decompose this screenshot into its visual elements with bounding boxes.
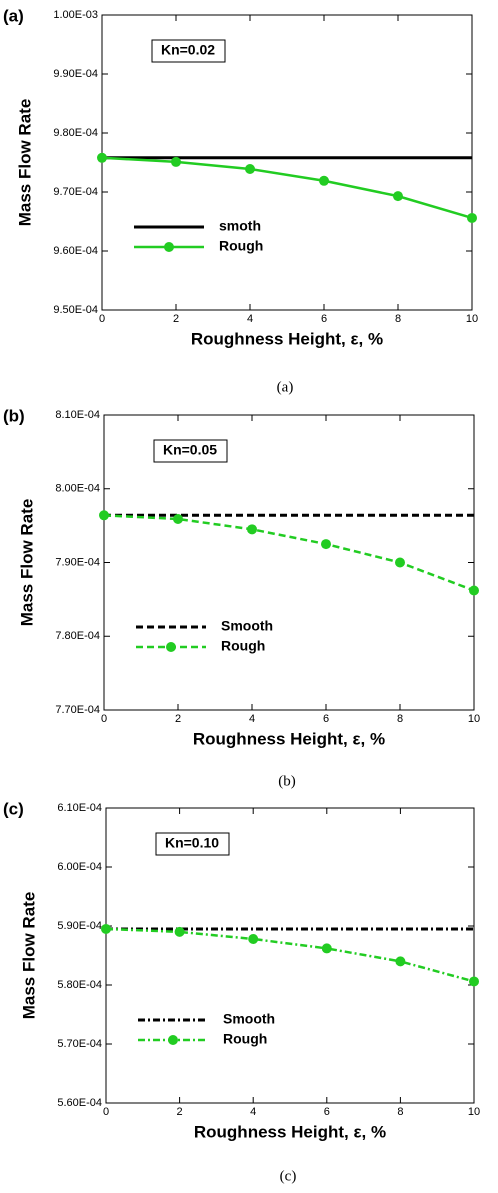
data-point <box>321 943 332 954</box>
y-tick-label: 9.50E-04 <box>53 304 98 316</box>
annotation: Kn=0.05 <box>163 442 217 458</box>
y-axis-title: Mass Flow Rate <box>19 892 38 1020</box>
data-point <box>248 933 259 944</box>
panel-label: (a) <box>3 6 24 25</box>
data-point <box>469 976 479 987</box>
legend-label: Rough <box>221 638 265 654</box>
y-tick-label: 7.70E-04 <box>55 704 100 716</box>
y-tick-label: 5.60E-04 <box>57 1097 102 1109</box>
annotation-box <box>151 39 226 63</box>
y-tick-label: 9.60E-04 <box>53 245 98 257</box>
data-point <box>321 539 331 550</box>
x-tick-label: 2 <box>173 313 179 325</box>
annotation: Kn=0.02 <box>161 42 215 58</box>
legend-marker <box>164 242 174 252</box>
y-axis-title: Mass Flow Rate <box>15 99 34 227</box>
y-tick-label: 8.00E-04 <box>55 483 100 495</box>
x-tick-label: 6 <box>324 1106 330 1118</box>
data-point <box>173 513 183 524</box>
y-tick-label: 9.90E-04 <box>53 68 98 80</box>
series-line <box>101 156 473 220</box>
series-line <box>105 927 475 983</box>
y-tick-label: 6.00E-04 <box>57 861 102 873</box>
data-point <box>395 956 406 967</box>
data-point <box>467 212 477 223</box>
x-tick-label: 4 <box>250 1106 256 1118</box>
panel-label: (c) <box>3 799 24 818</box>
data-point <box>97 152 107 163</box>
caption: (c) <box>280 1168 297 1184</box>
x-axis-title: Roughness Height, ε, % <box>194 1122 386 1141</box>
y-tick-label: 5.80E-04 <box>57 979 102 991</box>
data-point <box>393 191 403 202</box>
y-tick-label: 9.70E-04 <box>53 186 98 198</box>
data-point <box>245 163 255 174</box>
legend-label: Rough <box>219 238 263 254</box>
legend-marker <box>166 642 176 652</box>
y-tick-label: 5.90E-04 <box>57 920 102 932</box>
legend-label: Smooth <box>221 618 273 634</box>
y-axis-title: Mass Flow Rate <box>17 499 36 627</box>
x-tick-label: 8 <box>397 1106 403 1118</box>
x-tick-label: 6 <box>323 713 329 725</box>
x-tick-label: 8 <box>397 713 403 725</box>
x-tick-label: 2 <box>175 713 181 725</box>
data-point <box>101 923 111 934</box>
x-tick-label: 4 <box>249 713 255 725</box>
panel: 9.50E-04 9.60E-04 9.70E-04 9.80E-04 9.90E-04… <box>3 6 478 395</box>
y-tick-label: 7.90E-04 <box>55 556 100 568</box>
data-point <box>99 510 109 521</box>
y-tick-label: 6.10E-04 <box>57 802 102 814</box>
x-tick-label: 2 <box>177 1106 183 1118</box>
panel-label: (b) <box>3 406 25 425</box>
legend-label: Smooth <box>223 1011 275 1027</box>
x-tick-label: 10 <box>466 313 478 325</box>
y-tick-label: 7.80E-04 <box>55 630 100 642</box>
data-point <box>247 524 257 535</box>
panel: 5.60E-04 5.70E-04 5.80E-04 5.90E-04 6.00E-04… <box>3 799 480 1184</box>
annotation-box <box>153 439 228 463</box>
x-tick-label: 4 <box>247 313 253 325</box>
x-tick-label: 6 <box>321 313 327 325</box>
data-point <box>171 156 181 167</box>
data-point <box>174 926 185 937</box>
legend-label: Rough <box>223 1031 267 1047</box>
x-axis-title: Roughness Height, ε, % <box>193 729 385 748</box>
caption: (b) <box>278 773 296 789</box>
x-tick-label: 0 <box>99 313 105 325</box>
annotation-box <box>155 832 230 856</box>
x-tick-label: 10 <box>468 713 480 725</box>
annotation: Kn=0.10 <box>165 835 219 851</box>
x-tick-label: 8 <box>395 313 401 325</box>
x-tick-label: 0 <box>103 1106 109 1118</box>
y-tick-label: 5.70E-04 <box>57 1038 102 1050</box>
x-axis-title: Roughness Height, ε, % <box>191 329 383 348</box>
plot-frame <box>105 807 475 1104</box>
legend-marker <box>168 1035 178 1045</box>
x-tick-label: 0 <box>101 713 107 725</box>
y-tick-label: 1.00E-03 <box>53 9 98 21</box>
caption: (a) <box>277 379 294 395</box>
legend-label: smoth <box>219 218 261 234</box>
data-point <box>395 557 405 568</box>
x-tick-label: 10 <box>468 1106 480 1118</box>
data-point <box>319 175 329 186</box>
series-line <box>103 514 475 592</box>
data-point <box>469 585 479 596</box>
y-tick-label: 8.10E-04 <box>55 409 100 421</box>
y-tick-label: 9.80E-04 <box>53 127 98 139</box>
panel: 7.70E-04 7.80E-04 7.90E-04 8.00E-04 8.10E-04… <box>3 406 480 789</box>
